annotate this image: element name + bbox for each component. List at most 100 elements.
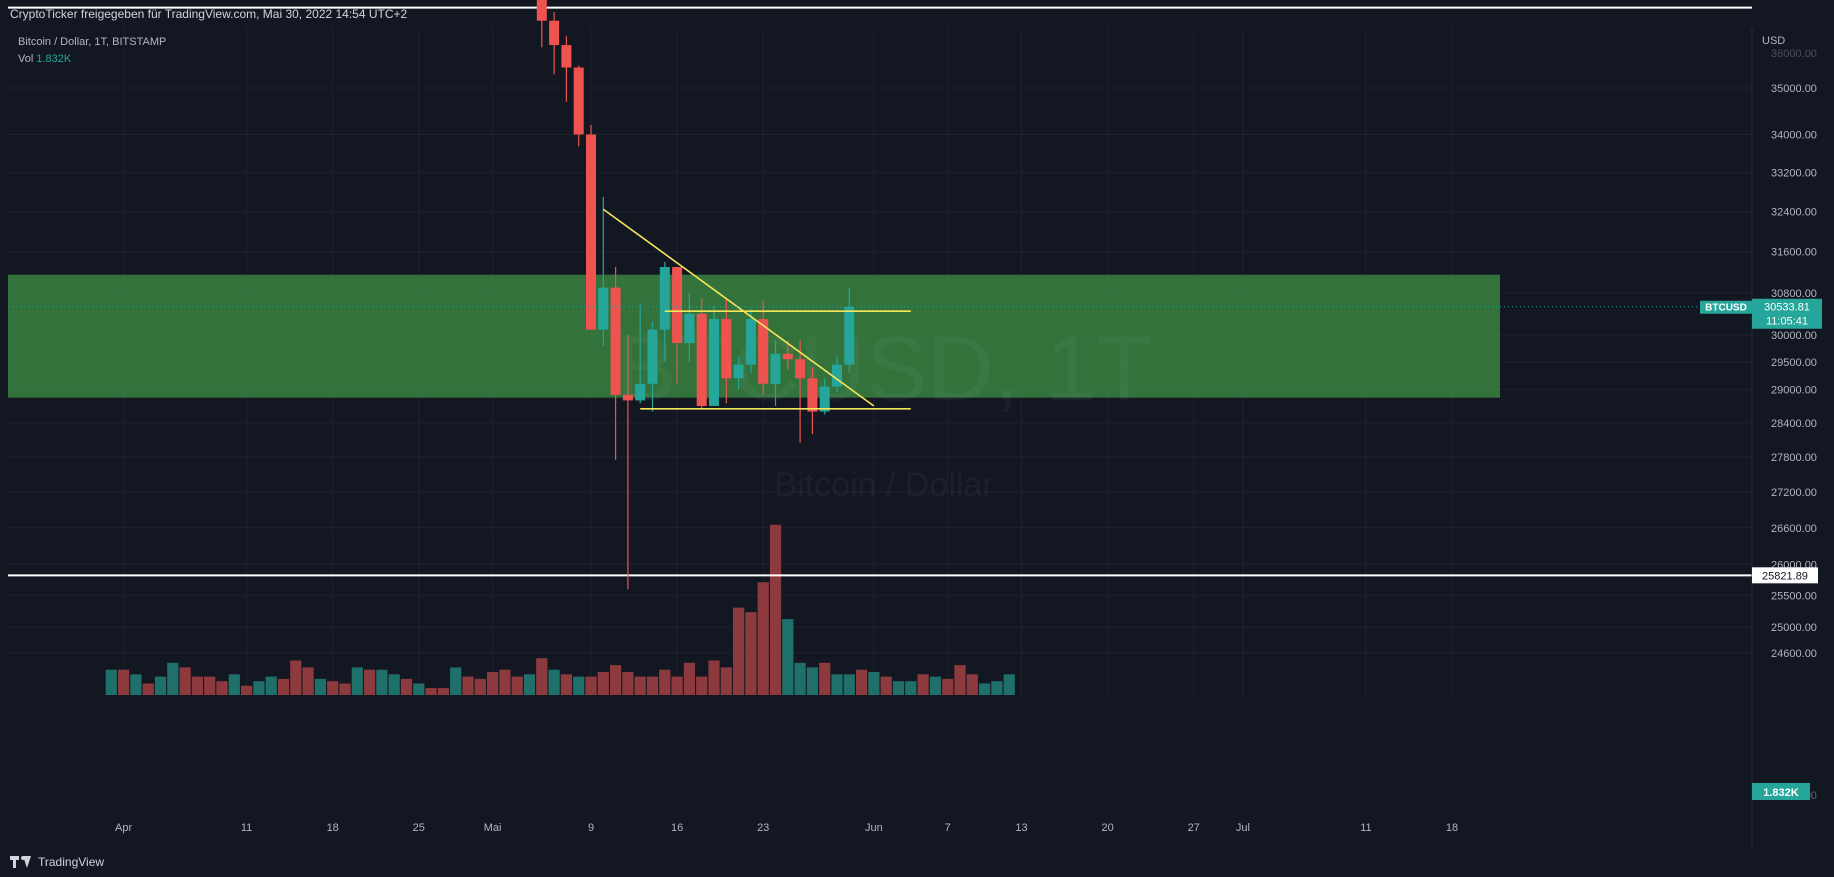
volume-series	[105, 524, 1015, 695]
volume-bar-53	[757, 582, 769, 695]
candle-body-4	[586, 134, 596, 330]
tradingview-logo-icon	[10, 856, 32, 868]
volume-bar-46	[671, 676, 683, 695]
candle-body-23	[819, 386, 830, 412]
time-tick-5: 9	[588, 822, 594, 834]
candle-body-8	[635, 383, 646, 401]
volume-bar-73	[1003, 674, 1015, 695]
time-tick-14: 11	[1360, 822, 1371, 834]
price-axis[interactable]: USD 36000.00 24200.00 24600.0025000.0025…	[1700, 28, 1834, 846]
candle-body-7	[622, 394, 633, 401]
candle-13	[696, 298, 707, 409]
symbol-price-tag	[1700, 300, 1752, 314]
volume-bar-55	[782, 619, 794, 695]
volume-bar-10	[228, 674, 240, 695]
volume-bar-49	[708, 660, 720, 695]
candle-body-25	[844, 306, 855, 365]
candle-7	[622, 335, 633, 590]
volume-bar-20	[351, 667, 363, 695]
volume-bar-34	[523, 674, 536, 695]
volume-bar-67	[929, 676, 941, 695]
candle-21	[795, 340, 806, 443]
level-price-tag-text: 25821.89	[1762, 570, 1808, 582]
volume-bar-62	[868, 672, 880, 695]
volume-bar-31	[487, 672, 499, 695]
volume-bar-19	[339, 683, 351, 695]
volume-tag-text: 1.832K	[1763, 787, 1799, 799]
volume-bar-61	[856, 669, 868, 695]
time-tick-12: 27	[1188, 822, 1200, 834]
volume-bar-12	[253, 681, 265, 695]
trendline-0[interactable]	[602, 208, 875, 407]
volume-bar-35	[536, 658, 548, 695]
volume-bar-22	[376, 669, 388, 695]
volume-bar-7	[191, 676, 203, 695]
last-price-tag-countdown: 11:05:41	[1766, 316, 1808, 328]
candle-16	[733, 356, 744, 390]
time-tick-7: 23	[757, 822, 769, 834]
candle-15	[721, 298, 732, 404]
tradingview-brand[interactable]: TradingView	[10, 855, 104, 869]
time-tick-4: Mai	[484, 822, 502, 834]
volume-bar-21	[364, 669, 376, 695]
time-tick-2: 18	[327, 822, 339, 834]
volume-bar-6	[179, 667, 191, 695]
price-tick-9: 29500.00	[1771, 357, 1817, 369]
volume-bar-54	[769, 524, 782, 695]
volume-bar-44	[646, 676, 659, 695]
volume-bar-63	[880, 676, 892, 695]
candle-17	[745, 308, 756, 373]
volume-bar-15	[290, 660, 302, 695]
candle-body-24	[832, 364, 842, 387]
price-tick-4: 26600.00	[1771, 523, 1817, 535]
volume-bar-38	[573, 676, 585, 695]
legend-vol-value: 1.832K	[36, 53, 72, 65]
volume-bar-57	[806, 667, 818, 695]
candle-body-10	[659, 267, 670, 330]
candle-body-0	[536, 0, 547, 21]
candle-6	[610, 267, 621, 460]
volume-bar-68	[942, 678, 954, 695]
candle-body-1	[549, 20, 560, 46]
candle-body-19	[770, 353, 781, 384]
price-tick-1: 25000.00	[1771, 622, 1817, 634]
volume-bar-66	[917, 674, 929, 695]
legend-vol-label: Vol	[18, 53, 34, 65]
volume-bar-25	[413, 683, 425, 695]
candle-5	[598, 196, 609, 346]
tradingview-brand-label: TradingView	[38, 855, 105, 869]
candle-body-21	[795, 359, 806, 379]
volume-bar-65	[905, 681, 917, 695]
chart-legend: Bitcoin / Dollar, 1T, BITSTAMP Vol 1.832…	[18, 34, 166, 68]
time-axis[interactable]: Apr 11 18 25 Mai 9 16 23 Jun 7 13 20 27 Jul 11 18	[115, 822, 1458, 834]
volume-bar-36	[548, 669, 560, 695]
volume-bar-9	[216, 681, 228, 695]
time-tick-10: 13	[1015, 822, 1027, 834]
candle-4	[586, 125, 596, 330]
footer-bar: TradingView	[0, 847, 1834, 877]
volume-tag	[1752, 783, 1810, 800]
candle-18	[758, 300, 769, 395]
volume-bar-47	[683, 662, 695, 695]
price-tick-13: 32400.00	[1771, 207, 1817, 219]
candle-body-2	[561, 45, 572, 68]
candle-24	[832, 356, 842, 393]
candle-series	[536, 0, 855, 590]
volume-bar-18	[327, 681, 339, 695]
volume-bar-37	[560, 674, 572, 695]
volume-bar-51	[733, 607, 745, 695]
candle-body-22	[807, 378, 818, 412]
candle-body-17	[745, 319, 756, 365]
volume-bar-48	[696, 676, 708, 695]
volume-bar-71	[979, 683, 991, 695]
candle-body-14	[709, 319, 719, 406]
time-tick-8: Jun	[865, 822, 883, 834]
volume-bar-23	[388, 674, 400, 695]
volume-bar-14	[277, 678, 290, 695]
candle-8	[635, 303, 646, 404]
volume-bar-70	[966, 674, 978, 695]
time-tick-3: 25	[413, 822, 425, 834]
time-tick-11: 20	[1101, 822, 1113, 834]
volume-bar-50	[720, 667, 732, 695]
